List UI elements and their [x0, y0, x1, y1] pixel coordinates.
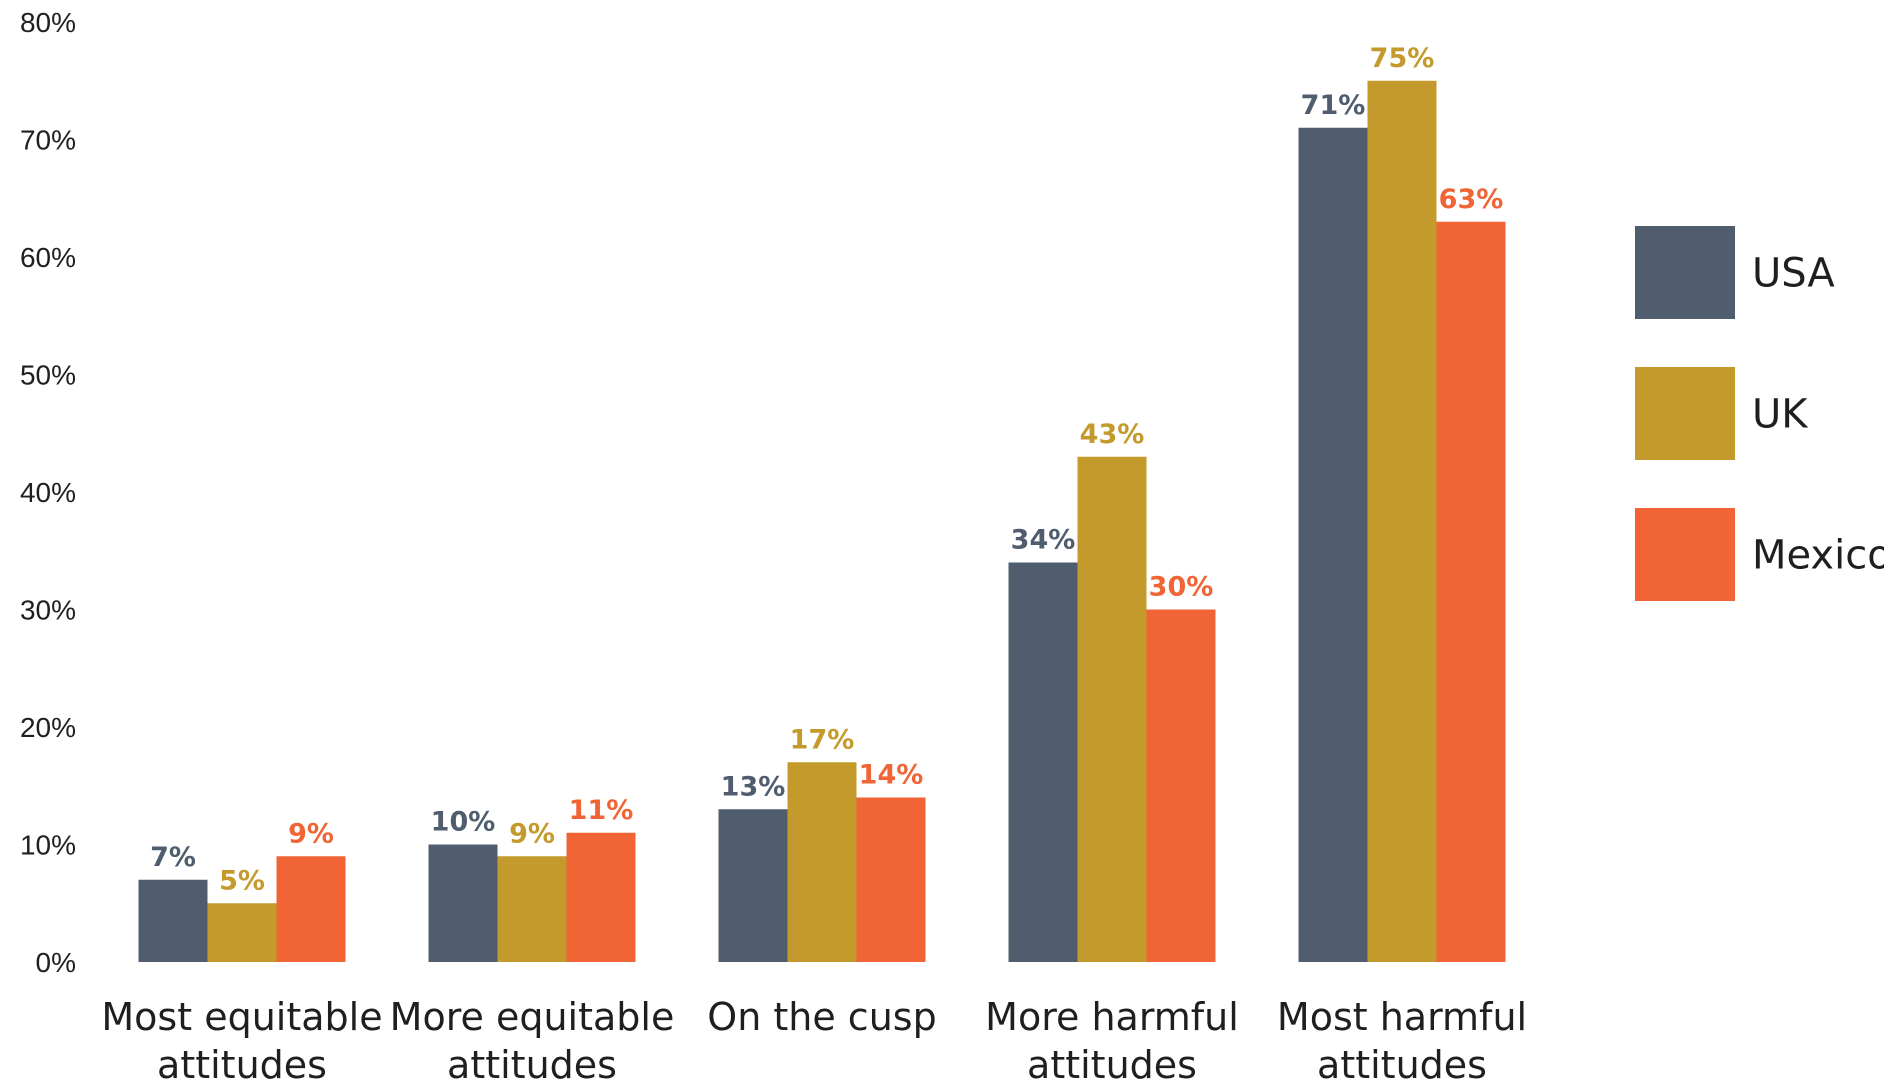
- x-tick-label: Most equitable: [101, 995, 382, 1039]
- data-label-usa-1: 10%: [431, 807, 496, 838]
- y-tick-label: 20%: [20, 712, 76, 743]
- data-label-usa-0: 7%: [150, 842, 196, 873]
- bar-usa-0: [138, 879, 208, 962]
- x-tick-label: attitudes: [447, 1043, 617, 1083]
- bar-mexico-4: [1436, 221, 1506, 962]
- data-label-uk-1: 9%: [509, 818, 555, 849]
- data-label-mexico-0: 9%: [288, 818, 334, 849]
- y-tick-label: 50%: [20, 360, 76, 391]
- legend-swatch-mexico: [1635, 508, 1735, 601]
- x-tick-label: More equitable: [390, 995, 675, 1039]
- bar-usa-3: [1008, 562, 1078, 962]
- bar-usa-4: [1298, 127, 1368, 962]
- data-label-uk-4: 75%: [1370, 43, 1435, 74]
- bar-usa-1: [428, 844, 498, 962]
- x-tick-label: More harmful: [985, 995, 1239, 1039]
- legend-label-mexico: Mexico: [1752, 533, 1884, 579]
- x-tick-label: attitudes: [157, 1043, 327, 1083]
- bar-uk-0: [207, 903, 277, 962]
- y-tick-label: 40%: [20, 477, 76, 508]
- data-label-mexico-4: 63%: [1439, 184, 1504, 215]
- data-labels: 7% 5% 9% 10% 9% 11% 13%17%14% 34% 43% 30% 71%75% 63…: [150, 43, 1503, 897]
- x-tick-label: attitudes: [1027, 1043, 1197, 1083]
- bar-uk-2: [787, 762, 857, 962]
- data-label-uk-3: 43%: [1080, 419, 1145, 450]
- bar-uk-1: [497, 856, 567, 962]
- data-label-usa-4: 71%: [1301, 90, 1366, 121]
- x-tick-label: Most harmful: [1277, 995, 1527, 1039]
- bar-usa-2: [718, 809, 788, 962]
- bar-mexico-0: [276, 856, 346, 962]
- y-axis: 0% 10% 20% 30% 40% 50% 60% 70% 80%: [20, 7, 76, 978]
- legend: USA UK Mexico: [1635, 226, 1884, 601]
- legend-swatch-usa: [1635, 226, 1735, 319]
- data-label-mexico-1: 11%: [569, 795, 634, 826]
- y-tick-label: 60%: [20, 242, 76, 273]
- data-label-mexico-3: 30%: [1149, 572, 1214, 603]
- legend-swatch-uk: [1635, 367, 1735, 460]
- x-tick-label: attitudes: [1317, 1043, 1487, 1083]
- bar-mexico-2: [856, 797, 926, 962]
- data-label-mexico-2: 14%: [859, 760, 924, 791]
- bar-mexico-1: [566, 832, 636, 962]
- bar-uk-3: [1077, 456, 1147, 962]
- y-tick-label: 0%: [36, 947, 76, 978]
- legend-label-usa: USA: [1752, 251, 1835, 297]
- y-tick-label: 30%: [20, 595, 76, 626]
- y-tick-label: 10%: [20, 830, 76, 861]
- data-label-uk-0: 5%: [219, 865, 265, 896]
- y-tick-label: 80%: [20, 7, 76, 38]
- data-label-usa-3: 34%: [1011, 525, 1076, 556]
- data-label-usa-2: 13%: [721, 771, 786, 802]
- data-label-uk-2: 17%: [790, 724, 855, 755]
- bars: [138, 80, 1506, 962]
- bar-mexico-3: [1146, 609, 1216, 962]
- legend-label-uk: UK: [1752, 392, 1809, 438]
- x-tick-label: On the cusp: [707, 995, 936, 1039]
- bar-uk-4: [1367, 80, 1437, 962]
- y-tick-label: 70%: [20, 125, 76, 156]
